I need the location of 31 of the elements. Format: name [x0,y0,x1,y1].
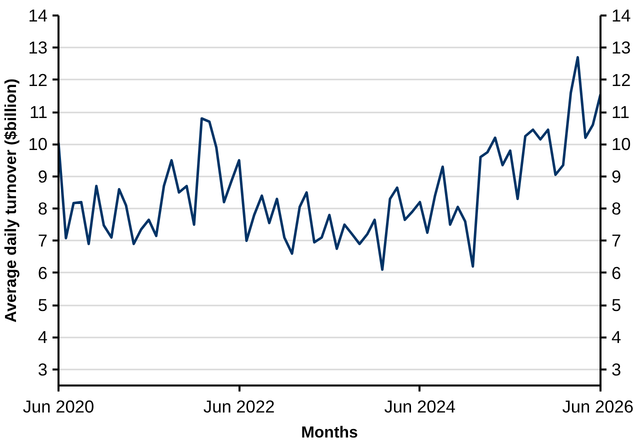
line-series [58,56,600,271]
y2-tick-label: 10 [612,134,631,154]
y-tick-label: 12 [28,70,48,90]
y-tick-label: 9 [38,166,48,186]
x-tick-label: Jun 2020 [22,396,94,416]
y-axis-title: Average daily turnover ($billion) [3,78,20,322]
y2-tick-label: 4 [612,327,622,348]
y2-tick-label: 5 [612,295,622,316]
y2-tick-label: 8 [612,198,622,219]
y2-tick-label: 7 [612,230,622,251]
y-tick-label: 4 [38,327,48,348]
y2-tick-label: 14 [612,6,632,26]
x-tick-label: Jun 2026 [562,396,633,416]
y-tick-label: 13 [28,38,48,58]
y2-tick-label: 9 [612,166,622,186]
x-axis-title: Months [301,424,358,442]
y2-tick-label: 13 [612,38,631,58]
y-tick-label: 14 [28,6,48,26]
y2-tick-label: 3 [612,359,622,380]
y-tick-label: 6 [38,262,48,283]
y-tick-label: 10 [28,134,48,154]
y-tick-label: 8 [38,198,48,219]
x-tick-label: Jun 2022 [203,396,275,416]
y-tick-label: 3 [38,359,48,380]
y2-tick-label: 11 [612,102,630,122]
y-tick-label: 5 [38,295,48,316]
x-tick-label: Jun 2024 [384,396,456,416]
y-tick-label: 7 [38,230,48,251]
y2-tick-label: 6 [612,262,622,283]
y-tick-label: 11 [30,102,48,122]
y2-tick-label: 12 [612,70,631,90]
